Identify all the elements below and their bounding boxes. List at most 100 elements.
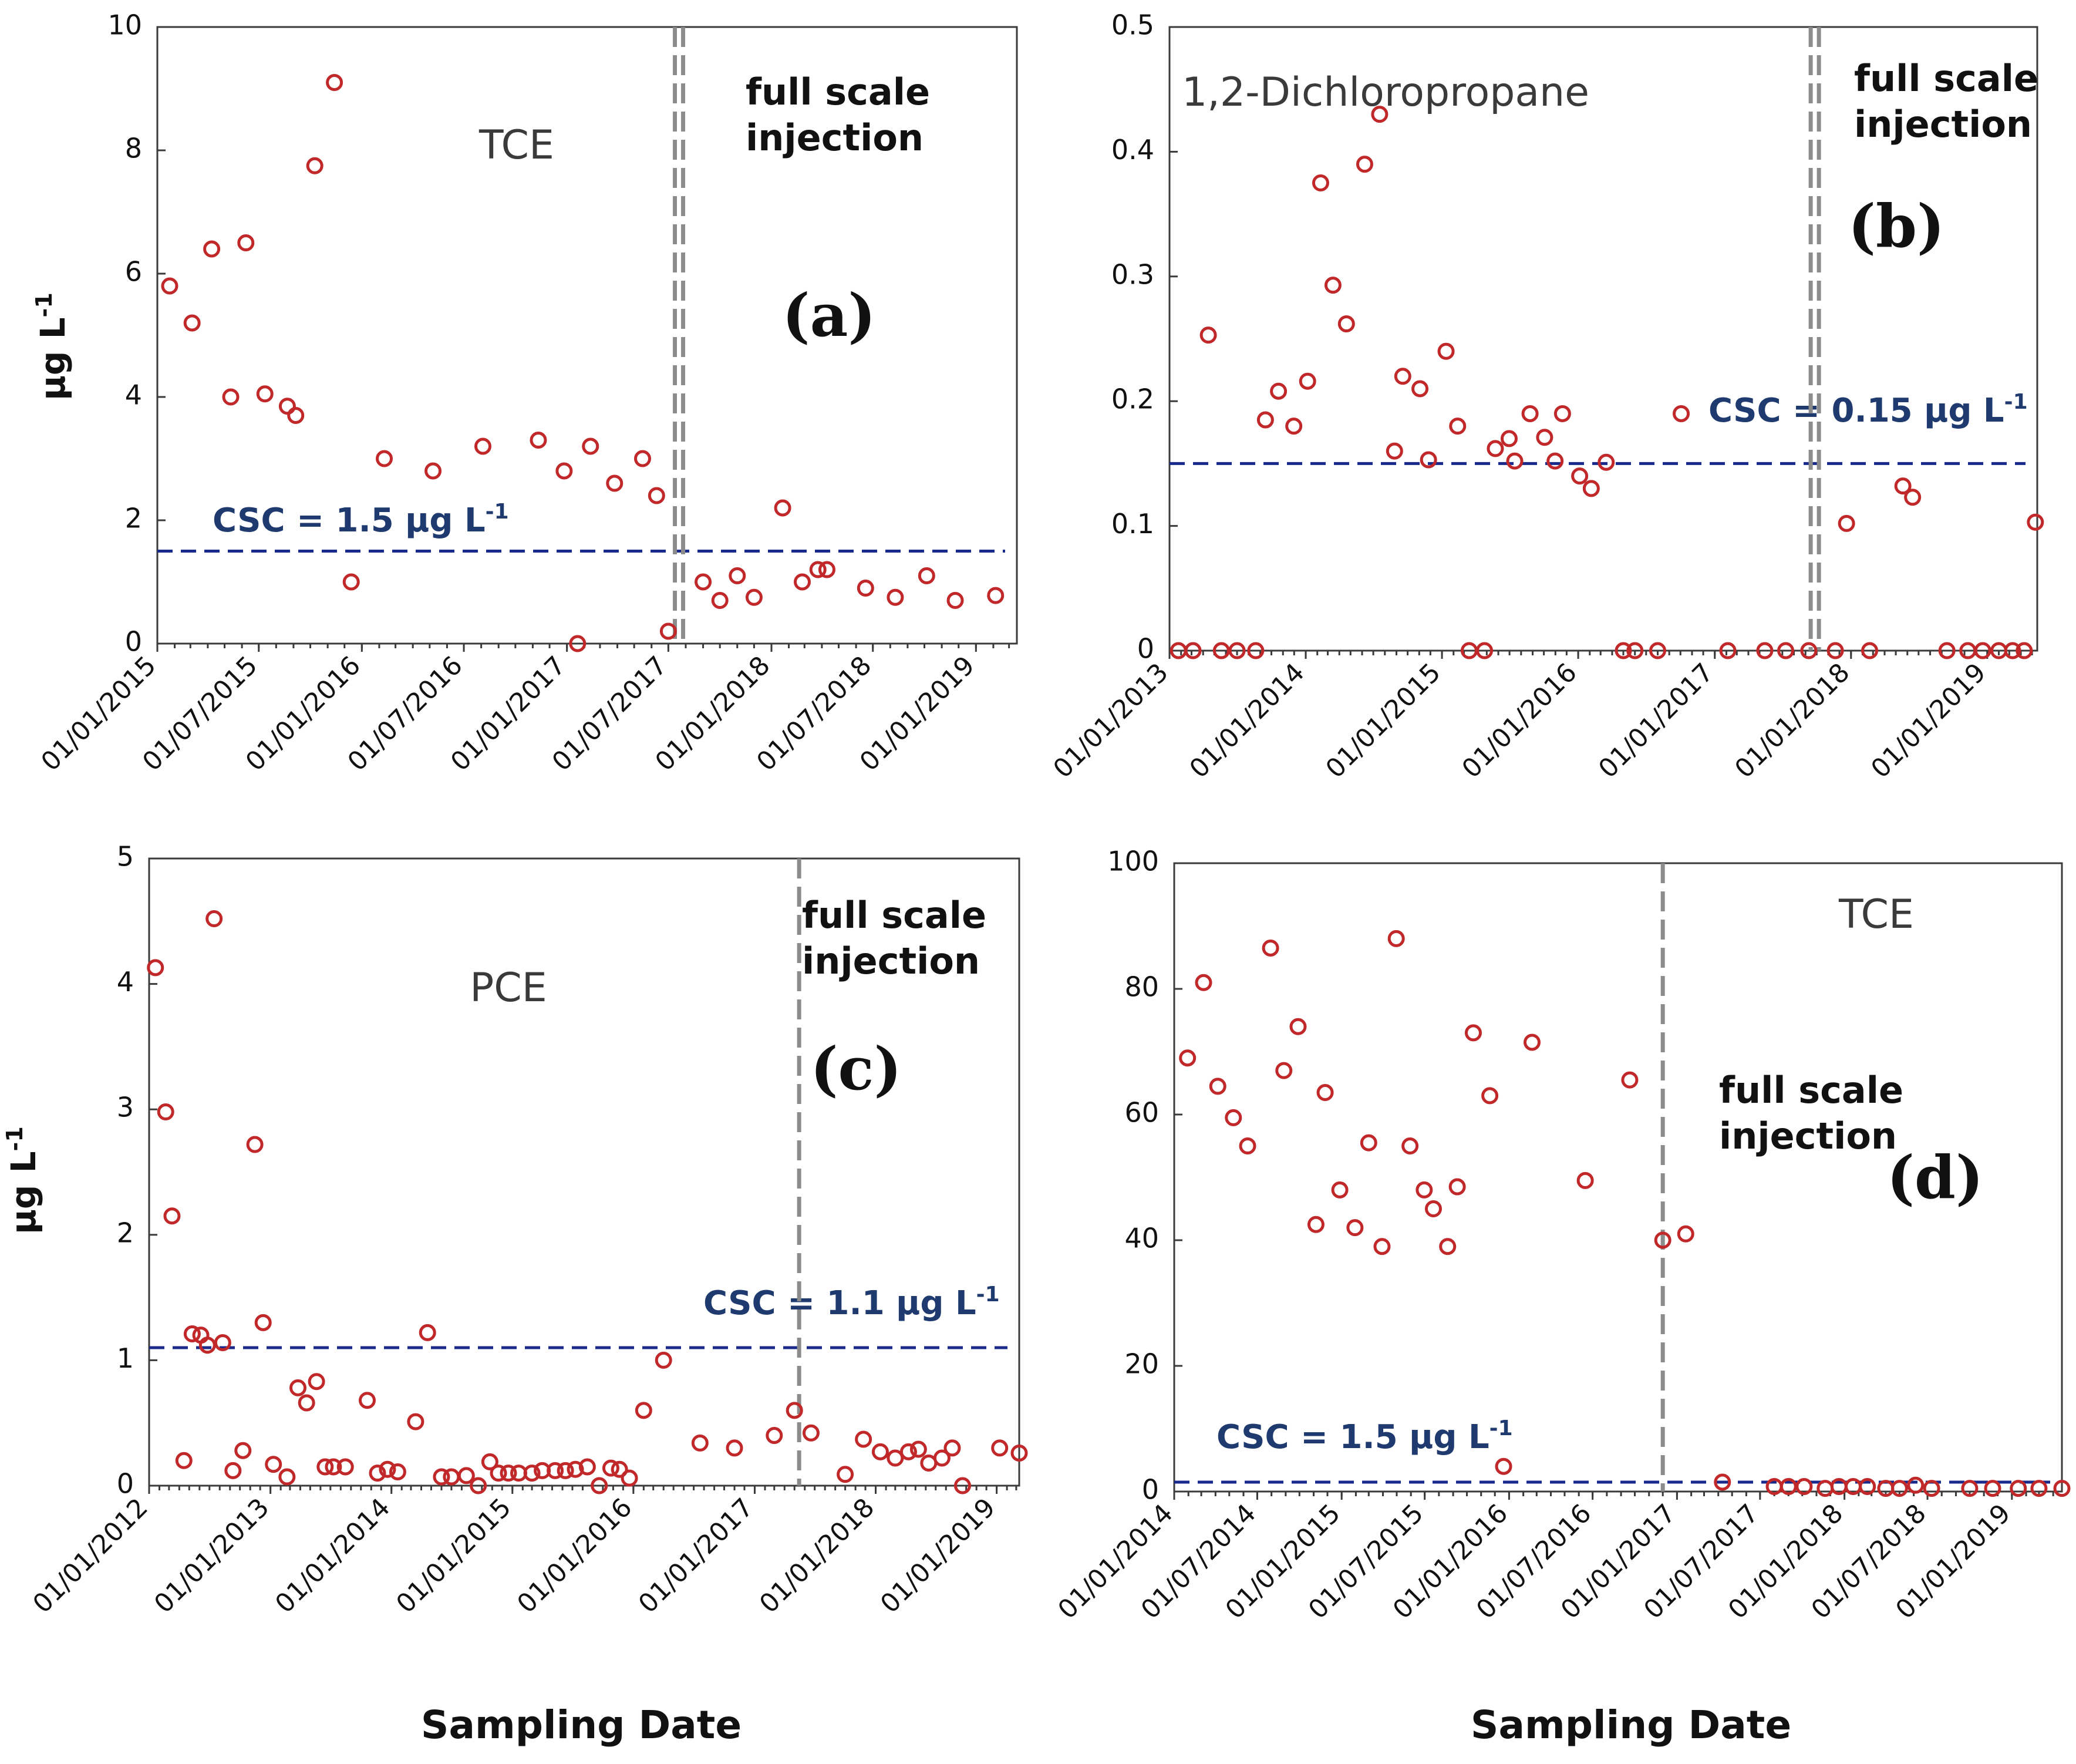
injection-label: injection bbox=[1854, 103, 2032, 146]
data-point bbox=[1938, 642, 1956, 659]
injection-label: full scale bbox=[802, 894, 986, 937]
data-point bbox=[1894, 477, 1912, 495]
data-point bbox=[1904, 489, 1922, 506]
data-point bbox=[611, 1460, 628, 1478]
data-point bbox=[1582, 480, 1600, 497]
data-point bbox=[1859, 1477, 1876, 1495]
plot-frame bbox=[156, 26, 1018, 645]
data-point bbox=[336, 1458, 354, 1476]
data-point bbox=[379, 1460, 396, 1478]
data-point bbox=[1225, 1109, 1242, 1126]
data-point bbox=[530, 432, 547, 449]
data-point bbox=[1373, 1238, 1391, 1255]
data-point bbox=[857, 580, 874, 597]
data-point bbox=[1826, 642, 1844, 659]
data-point bbox=[1649, 642, 1666, 659]
data-point bbox=[1010, 1444, 1028, 1462]
data-point bbox=[655, 1351, 672, 1369]
data-point bbox=[1677, 1225, 1694, 1243]
data-point bbox=[256, 385, 274, 403]
data-point bbox=[161, 277, 178, 295]
y-tick-label: 100 bbox=[1107, 846, 1159, 877]
data-point bbox=[1521, 405, 1539, 422]
data-point bbox=[316, 1458, 334, 1476]
data-point bbox=[289, 1379, 306, 1396]
x-tick-label: 01/01/2019 bbox=[1865, 658, 1991, 784]
data-point bbox=[855, 1430, 872, 1448]
data-point bbox=[591, 1477, 608, 1494]
data-point bbox=[1621, 1071, 1639, 1089]
data-point bbox=[1179, 1049, 1197, 1067]
x-tick-label: 01/01/2015 bbox=[390, 1493, 517, 1619]
data-point bbox=[1777, 642, 1795, 659]
data-point bbox=[265, 1456, 282, 1473]
data-point bbox=[1307, 1216, 1325, 1233]
data-point bbox=[1228, 642, 1246, 659]
compound-title: TCE bbox=[478, 122, 554, 169]
data-point bbox=[1195, 974, 1212, 991]
x-tick-label: 01/01/2014 bbox=[269, 1493, 396, 1619]
panel-label: (d) bbox=[1887, 1143, 1984, 1212]
x-tick-label: 01/01/2014 bbox=[1184, 658, 1310, 784]
data-point bbox=[1401, 1137, 1419, 1154]
data-point bbox=[1424, 1200, 1442, 1217]
csc-label: CSC = 1.5 μg L-1 bbox=[213, 500, 509, 540]
y-tick-label: 0.5 bbox=[1111, 9, 1154, 41]
data-point bbox=[147, 959, 164, 977]
data-point bbox=[234, 1442, 252, 1459]
injection-label: injection bbox=[1719, 1115, 1897, 1157]
data-point bbox=[214, 1334, 231, 1351]
x-tick-label: 01/01/2013 bbox=[1047, 658, 1174, 784]
x-tick-label: 01/01/2018 bbox=[754, 1493, 880, 1619]
data-point bbox=[635, 1402, 652, 1419]
compound-title: PCE bbox=[470, 965, 547, 1011]
y-tick-label: 80 bbox=[1124, 971, 1159, 1003]
data-point bbox=[691, 1434, 709, 1452]
data-point bbox=[1449, 418, 1467, 435]
y-tick-label: 0 bbox=[117, 1468, 134, 1500]
data-point bbox=[457, 1467, 475, 1484]
x-tick-label: 01/01/2017 bbox=[633, 1493, 759, 1619]
y-tick-label: 0.3 bbox=[1111, 258, 1154, 290]
data-point bbox=[1546, 452, 1564, 470]
data-point bbox=[871, 1443, 889, 1460]
y-tick-label: 6 bbox=[125, 256, 142, 288]
data-point bbox=[818, 561, 835, 578]
data-point bbox=[633, 450, 651, 467]
data-point bbox=[1312, 174, 1329, 191]
data-point bbox=[376, 450, 393, 467]
data-point bbox=[1861, 642, 1879, 659]
data-point bbox=[1800, 642, 1818, 659]
data-point bbox=[237, 234, 255, 251]
data-point bbox=[198, 1337, 216, 1354]
data-point bbox=[943, 1439, 961, 1457]
data-point bbox=[222, 388, 240, 406]
data-point bbox=[369, 1465, 386, 1482]
x-tick-label: 01/01/2016 bbox=[1456, 658, 1582, 784]
data-point bbox=[470, 1477, 487, 1494]
x-tick-label: 01/01/2013 bbox=[149, 1493, 275, 1619]
panel-label: (b) bbox=[1848, 191, 1945, 261]
data-point bbox=[1506, 452, 1524, 470]
data-point bbox=[557, 1462, 574, 1479]
csc-label: CSC = 0.15 μg L-1 bbox=[1708, 390, 2028, 430]
data-point bbox=[1756, 642, 1774, 659]
data-point bbox=[2030, 1480, 2048, 1497]
data-point bbox=[358, 1392, 376, 1409]
x-tick-label: 01/01/2012 bbox=[27, 1493, 153, 1619]
y-tick-label: 4 bbox=[117, 966, 134, 998]
y-tick-label: 10 bbox=[107, 9, 142, 41]
data-point bbox=[1448, 1178, 1466, 1196]
data-point bbox=[933, 1449, 951, 1467]
data-point bbox=[1481, 1087, 1499, 1105]
data-point bbox=[1714, 1473, 1731, 1491]
data-point bbox=[278, 398, 296, 415]
y-tick-label: 0 bbox=[125, 626, 142, 658]
data-point bbox=[1795, 1477, 1813, 1495]
data-point bbox=[287, 407, 305, 424]
data-point bbox=[2016, 642, 2033, 659]
data-point bbox=[659, 622, 677, 640]
data-point bbox=[1324, 277, 1342, 294]
data-point bbox=[308, 1373, 325, 1391]
